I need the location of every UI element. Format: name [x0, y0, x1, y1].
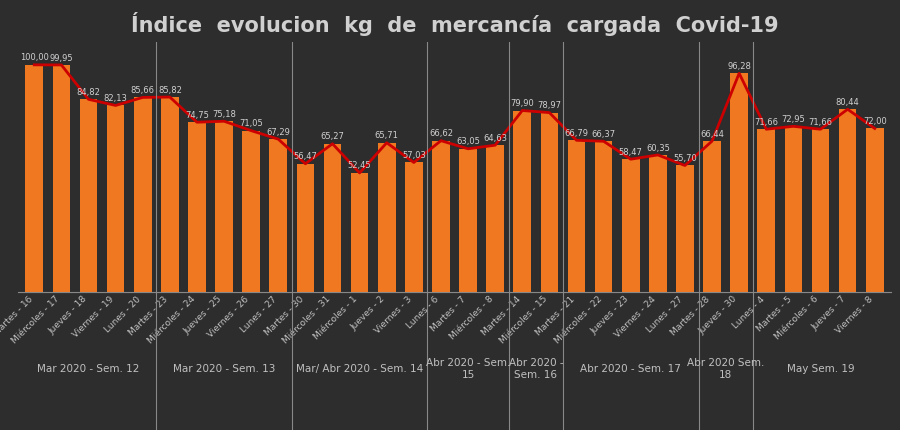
Text: 84,82: 84,82: [76, 88, 101, 97]
Bar: [731, 74, 748, 292]
Bar: [80, 100, 97, 292]
Text: Abr 2020 - Sem. 17: Abr 2020 - Sem. 17: [580, 363, 681, 373]
Bar: [595, 142, 612, 292]
Text: 71,05: 71,05: [239, 119, 263, 128]
Text: 66,44: 66,44: [700, 129, 724, 138]
Text: 71,66: 71,66: [754, 117, 778, 126]
Text: 85,66: 85,66: [130, 86, 155, 95]
Bar: [161, 98, 178, 292]
Text: 85,82: 85,82: [158, 86, 182, 95]
Bar: [459, 150, 477, 292]
Text: 78,97: 78,97: [537, 101, 562, 110]
Text: 56,47: 56,47: [293, 152, 318, 161]
Text: 96,28: 96,28: [727, 62, 752, 71]
Bar: [758, 130, 775, 292]
Text: 52,45: 52,45: [347, 161, 372, 170]
Text: Abr 2020 -
Sem. 16: Abr 2020 - Sem. 16: [508, 357, 563, 379]
Bar: [541, 114, 558, 292]
Text: Abr 2020 - Sem.
15: Abr 2020 - Sem. 15: [426, 357, 510, 379]
Text: Mar/ Abr 2020 - Sem. 14: Mar/ Abr 2020 - Sem. 14: [296, 363, 423, 373]
Text: 66,79: 66,79: [564, 129, 589, 138]
Text: Mar 2020 - Sem. 12: Mar 2020 - Sem. 12: [37, 363, 140, 373]
Bar: [242, 131, 260, 292]
Bar: [324, 144, 341, 292]
Bar: [52, 66, 70, 292]
Text: 71,66: 71,66: [808, 117, 833, 126]
Text: May Sem. 19: May Sem. 19: [787, 363, 854, 373]
Text: 72,00: 72,00: [863, 117, 886, 126]
Bar: [812, 130, 829, 292]
Text: 65,27: 65,27: [320, 132, 345, 141]
Text: 63,05: 63,05: [456, 137, 480, 146]
Text: 82,13: 82,13: [104, 94, 128, 103]
Text: 55,70: 55,70: [673, 154, 697, 163]
Text: 74,75: 74,75: [185, 111, 209, 120]
Text: 57,03: 57,03: [402, 151, 426, 160]
Bar: [297, 164, 314, 292]
Bar: [188, 123, 206, 292]
Bar: [215, 122, 233, 292]
Text: 79,90: 79,90: [510, 99, 535, 108]
Text: 75,18: 75,18: [212, 110, 236, 119]
Bar: [25, 66, 43, 292]
Bar: [568, 141, 585, 292]
Title: Índice  evolucion  kg  de  mercancía  cargada  Covid-19: Índice evolucion kg de mercancía cargada…: [130, 12, 778, 36]
Bar: [432, 141, 450, 292]
Text: 72,95: 72,95: [781, 115, 806, 123]
Bar: [107, 106, 124, 292]
Bar: [839, 110, 857, 292]
Text: 99,95: 99,95: [50, 53, 73, 62]
Text: 66,37: 66,37: [591, 129, 616, 138]
Text: 66,62: 66,62: [429, 129, 453, 138]
Bar: [378, 144, 395, 292]
Text: 100,00: 100,00: [20, 53, 49, 62]
Text: 80,44: 80,44: [836, 98, 860, 107]
Bar: [676, 166, 694, 292]
Bar: [351, 173, 368, 292]
Text: 58,47: 58,47: [619, 147, 643, 157]
Bar: [514, 111, 531, 292]
Bar: [134, 98, 151, 292]
Text: 60,35: 60,35: [646, 143, 670, 152]
Bar: [269, 140, 287, 292]
Bar: [785, 127, 802, 292]
Text: 65,71: 65,71: [374, 131, 399, 140]
Text: 67,29: 67,29: [266, 127, 290, 136]
Bar: [405, 163, 423, 292]
Text: 64,63: 64,63: [483, 133, 508, 142]
Bar: [703, 142, 721, 292]
Bar: [866, 129, 884, 292]
Text: Mar 2020 - Sem. 13: Mar 2020 - Sem. 13: [173, 363, 275, 373]
Bar: [649, 156, 667, 292]
Bar: [622, 160, 640, 292]
Text: Abr 2020 Sem.
18: Abr 2020 Sem. 18: [687, 357, 764, 379]
Bar: [486, 146, 504, 292]
